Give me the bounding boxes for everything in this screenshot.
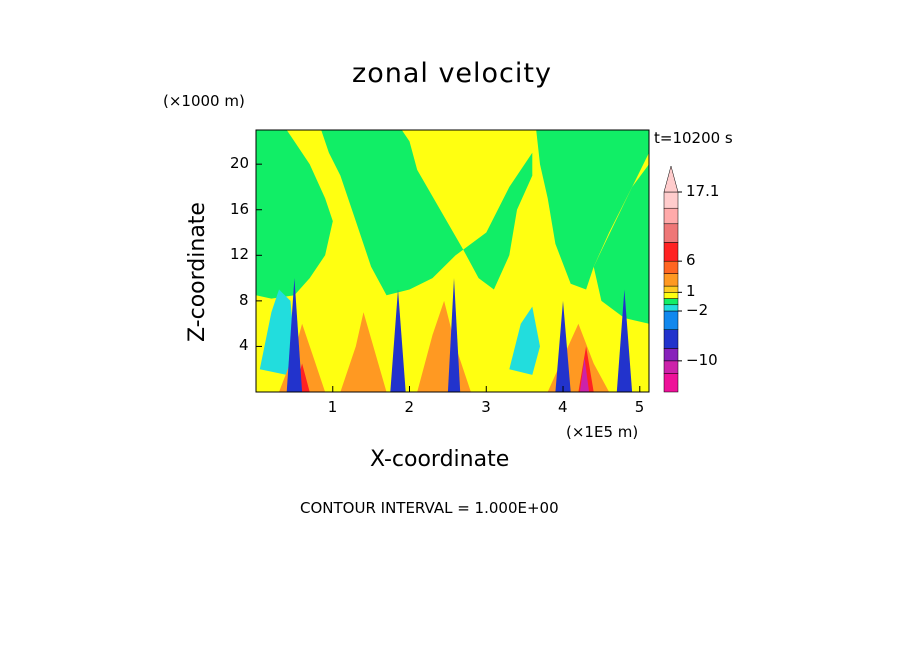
region-right-green-lower <box>593 164 649 324</box>
colorbar-label: 6 <box>686 251 696 270</box>
region-left-cyan <box>259 289 295 375</box>
x-unit-label: (×1E5 m) <box>566 423 639 441</box>
y-tick-label: 8 <box>239 290 249 309</box>
region-upper-green-left <box>256 130 333 299</box>
colorbar-label: 17.1 <box>686 182 720 200</box>
colorbar-band <box>663 310 679 330</box>
y-tick-label: 20 <box>230 154 250 173</box>
region-bottom-orange-2 <box>340 312 387 392</box>
colorbar-band <box>663 207 679 225</box>
x-tick-label: 4 <box>558 398 568 416</box>
x-axis-label: X-coordinate <box>370 447 510 472</box>
region-blue-spike-5 <box>616 289 633 392</box>
y-tick-label: 12 <box>230 245 250 264</box>
colorbar-band <box>663 360 679 374</box>
colorbar-band <box>663 285 679 293</box>
chart-title: zonal velocity <box>352 58 552 89</box>
colorbar-band <box>663 223 679 243</box>
plot-frame <box>255 129 650 393</box>
colorbar-top-arrow <box>663 165 679 193</box>
y-tick-label: 16 <box>230 199 250 218</box>
colorbar-band <box>663 242 679 262</box>
colorbar-band <box>663 298 679 306</box>
x-tick-label: 5 <box>634 398 645 416</box>
colorbar-band <box>663 348 679 362</box>
colorbar-label: −10 <box>686 350 718 369</box>
time-label: t=10200 s <box>654 129 733 147</box>
colorbar-band <box>663 191 679 209</box>
z-unit-label: (×1000 m) <box>163 92 245 110</box>
region-mid-cyan <box>509 306 540 375</box>
contour-interval-footer: CONTOUR INTERVAL = 1.000E+00 <box>300 499 559 517</box>
region-blue-spike-2 <box>390 289 406 392</box>
colorbar-label: 1 <box>686 282 696 301</box>
region-upper-green-mid <box>321 130 533 296</box>
region-magenta-spot <box>579 357 590 392</box>
colorbar-label: −2 <box>686 301 709 319</box>
colorbar-band <box>663 260 679 274</box>
contour-plot-area <box>255 129 650 393</box>
region-blue-spike-4 <box>555 300 571 392</box>
region-upper-green-right <box>536 130 649 290</box>
colorbar-band <box>663 292 679 299</box>
colorbar-band <box>663 373 679 393</box>
region-blue-spike-1 <box>286 278 303 392</box>
colorbar-band <box>663 273 679 287</box>
colorbar-band <box>663 329 679 349</box>
y-tick-label: 4 <box>239 336 249 355</box>
colorbar-band <box>663 304 679 312</box>
x-tick-label: 2 <box>404 398 415 416</box>
x-tick-label: 3 <box>481 398 491 416</box>
x-tick-label: 1 <box>327 398 338 416</box>
region-blue-spike-3 <box>447 278 461 392</box>
colorbar <box>663 165 682 393</box>
